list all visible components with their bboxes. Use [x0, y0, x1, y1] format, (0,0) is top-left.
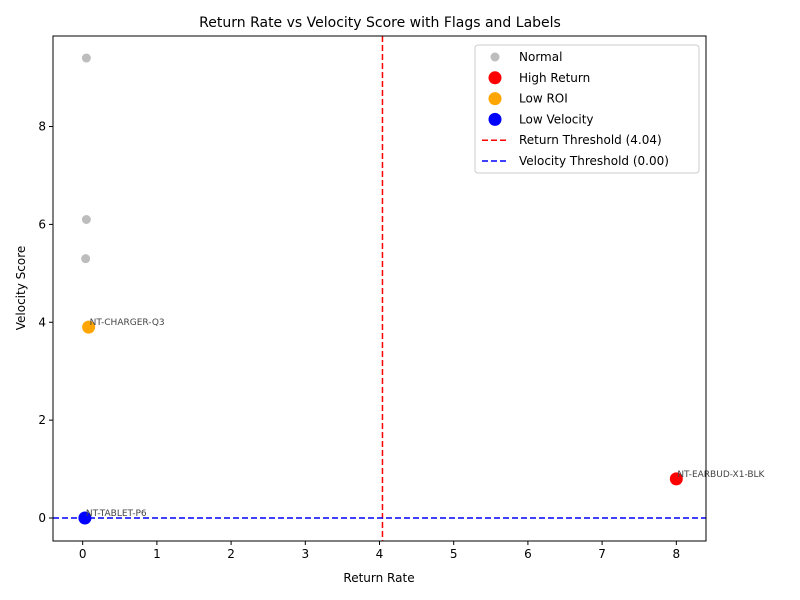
point-label: NT-TABLET-P6 [86, 509, 147, 519]
chart-title: Return Rate vs Velocity Score with Flags… [199, 15, 561, 31]
legend-marker [488, 92, 502, 106]
y-tick-label: 6 [38, 217, 46, 231]
legend-entry: Low Velocity [519, 112, 594, 126]
axis-ticks: 0 1 2 3 4 5 6 7 8 0 2 4 6 8 [38, 120, 680, 561]
legend-marker [488, 112, 502, 126]
data-point-low-velocity [78, 511, 92, 525]
x-tick-label: 6 [524, 547, 532, 561]
x-tick-label: 2 [227, 547, 235, 561]
x-tick-label: 4 [376, 547, 384, 561]
point-label: NT-EARBUD-X1-BLK [677, 470, 765, 480]
y-axis-label: Velocity Score [14, 246, 28, 331]
x-tick-label: 0 [79, 547, 87, 561]
data-point-high-return [669, 472, 683, 486]
legend-marker [488, 71, 502, 85]
y-tick-label: 8 [38, 120, 46, 134]
x-tick-label: 8 [672, 547, 680, 561]
y-tick-label: 2 [38, 413, 46, 427]
plot-area: NT-EARBUD-X1-BLK NT-CHARGER-Q3 NT-TABLET-P… [53, 36, 766, 541]
legend-entry: Velocity Threshold (0.00) [519, 154, 669, 168]
legend-marker [490, 52, 500, 62]
y-tick-label: 0 [38, 511, 46, 525]
data-point-normal [81, 53, 91, 63]
x-tick-label: 3 [301, 547, 309, 561]
legend-entry: High Return [519, 71, 590, 85]
legend: Normal High Return Low ROI Low Velocity Retu… [474, 44, 700, 174]
data-point-normal [81, 215, 91, 225]
data-point-low-roi [82, 320, 96, 334]
y-tick-label: 4 [38, 315, 46, 329]
point-label: NT-CHARGER-Q3 [90, 318, 165, 328]
legend-box [474, 44, 700, 174]
x-tick-label: 1 [153, 547, 161, 561]
x-tick-label: 7 [598, 547, 606, 561]
legend-entry: Low ROI [519, 92, 568, 106]
data-point-normal [81, 254, 91, 264]
legend-entry: Normal [519, 50, 562, 64]
x-axis-label: Return Rate [343, 571, 414, 585]
legend-entry: Return Threshold (4.04) [519, 133, 662, 147]
x-tick-label: 5 [450, 547, 458, 561]
